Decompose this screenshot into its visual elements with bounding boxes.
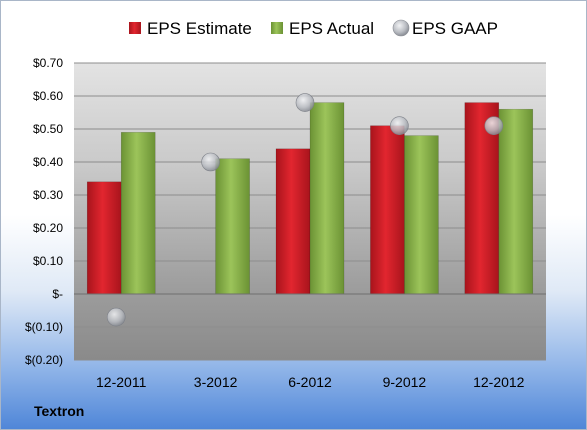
y-tick-label: $0.10 [33,254,63,268]
bar-eps-actual [309,102,345,295]
legend-swatch-eps-actual [271,22,283,34]
marker-eps-gaap [295,93,315,112]
bar-eps-actual [404,135,439,295]
legend-label-eps-actual: EPS Actual [289,19,374,38]
bar-eps-estimate [370,125,405,295]
legend-label-eps-gaap: EPS GAAP [412,19,498,38]
company-name: Textron [34,403,85,419]
marker-eps-gaap [201,152,220,172]
marker-eps-gaap [106,307,126,327]
y-tick-label: $0.40 [33,155,63,169]
y-tick-label: $(0.20) [25,353,63,367]
x-tick-label: 6-2012 [288,374,332,390]
y-tick-label: $0.30 [33,188,63,202]
x-tick-label: 9-2012 [383,374,427,390]
bar-eps-actual [120,132,156,295]
y-tick-label: $(0.10) [25,320,63,334]
marker-eps-gaap [390,116,409,135]
x-tick-label: 3-2012 [194,374,238,390]
bar-eps-actual [215,158,250,295]
bar-eps-estimate [275,148,311,295]
y-tick-label: $0.20 [33,221,63,235]
y-tick-label: $0.50 [33,122,63,136]
marker-eps-gaap [484,116,504,135]
bar-eps-estimate [86,181,122,295]
y-tick-label: $0.70 [33,56,63,70]
x-tick-label: 12-2012 [473,374,525,390]
bar-eps-actual [498,108,534,295]
x-tick-label: 12-2011 [96,374,147,390]
legend-swatch-eps-estimate [129,22,141,34]
y-tick-label: $- [52,287,63,301]
legend-label-eps-estimate: EPS Estimate [147,19,252,38]
y-tick-label: $0.60 [33,89,63,103]
legend-swatch-eps-gaap [392,19,410,37]
